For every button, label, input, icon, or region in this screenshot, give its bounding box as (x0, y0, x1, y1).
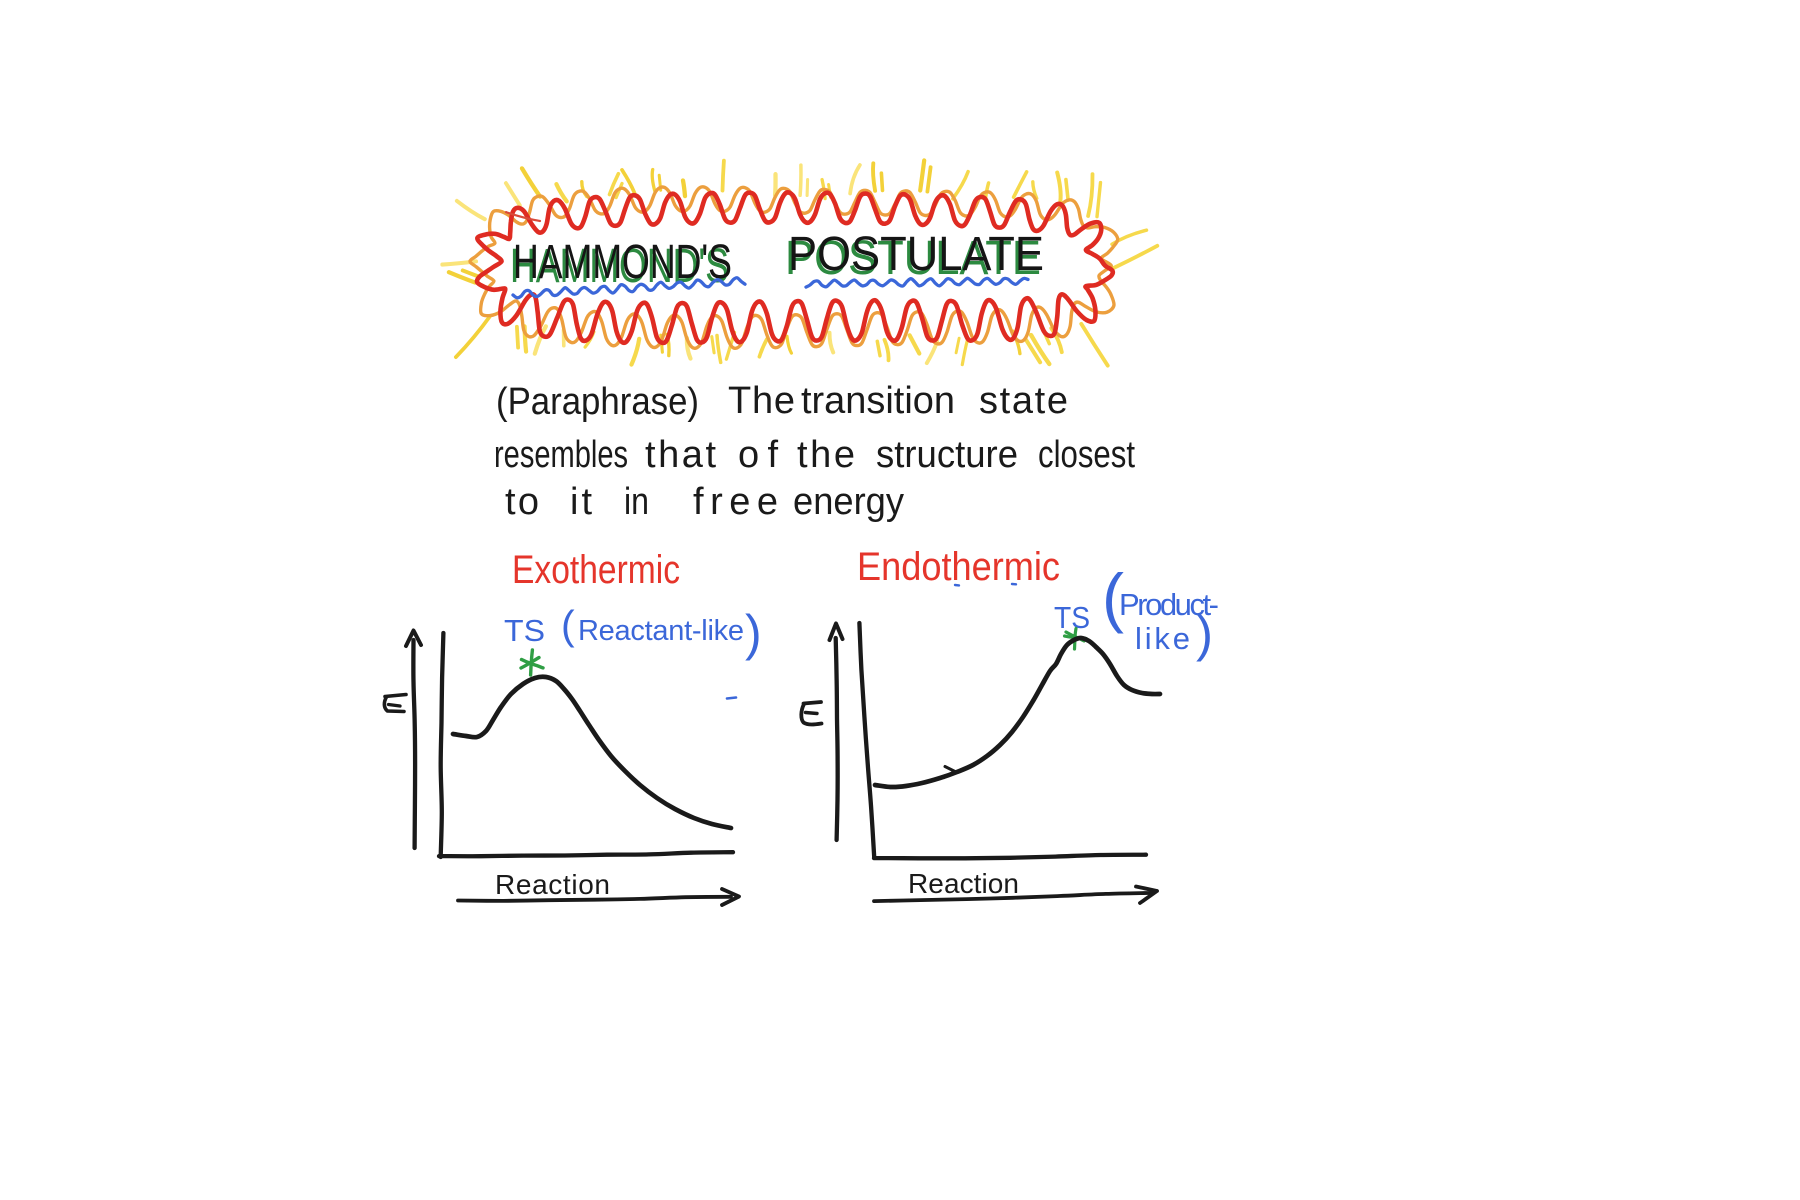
svg-text:(: ( (1102, 560, 1124, 634)
svg-text:The: The (728, 380, 795, 422)
svg-text:(: ( (561, 602, 575, 648)
svg-text:it: it (570, 481, 592, 523)
svg-text:): ) (745, 605, 762, 661)
svg-text:energy: energy (793, 481, 904, 523)
svg-text:(Paraphrase): (Paraphrase) (496, 381, 699, 423)
svg-text:TS: TS (1054, 600, 1090, 635)
svg-text:to: to (505, 481, 539, 523)
svg-text:state: state (979, 380, 1068, 422)
svg-text:): ) (1196, 605, 1213, 662)
svg-text:transition: transition (801, 380, 955, 422)
svg-text:POSTULATE: POSTULATE (785, 232, 1041, 285)
svg-text:like: like (1135, 621, 1190, 656)
svg-text:structure: structure (876, 434, 1018, 476)
svg-text:Reaction: Reaction (495, 869, 610, 900)
svg-text:closest: closest (1038, 434, 1135, 476)
svg-text:in: in (624, 481, 649, 523)
svg-text:POSTULATE: POSTULATE (788, 228, 1044, 281)
svg-text:Exothermic: Exothermic (512, 548, 680, 592)
svg-text:Endothermic: Endothermic (857, 545, 1060, 589)
svg-text:resembles: resembles (494, 434, 628, 476)
svg-text:TS: TS (504, 613, 545, 648)
svg-text:the: the (797, 434, 855, 476)
svg-text:Reaction: Reaction (908, 868, 1019, 899)
svg-text:of: of (738, 434, 778, 476)
svg-text:Product-: Product- (1119, 587, 1219, 622)
svg-text:Reactant-like: Reactant-like (578, 615, 744, 647)
